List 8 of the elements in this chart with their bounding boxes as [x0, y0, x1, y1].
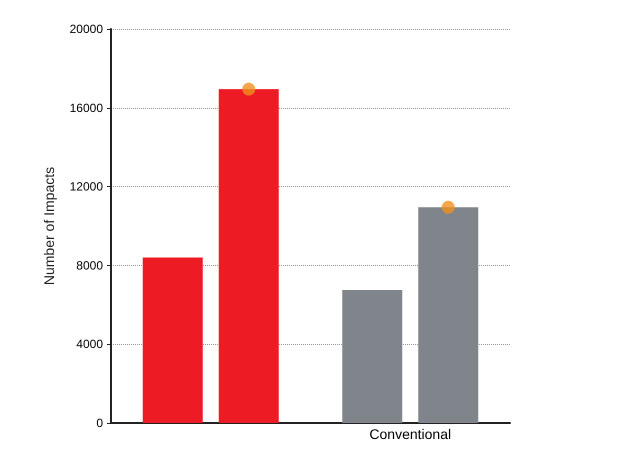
y-tick-label: 12000 — [70, 180, 104, 194]
y-tick-label: 20000 — [70, 22, 104, 36]
y-tick-label: 8000 — [76, 258, 104, 272]
x-tick-label: Conventional — [369, 426, 452, 442]
y-tick-label: 4000 — [76, 337, 104, 352]
y-axis-title: Number of Impacts — [41, 166, 57, 286]
y-tick-label: 16000 — [70, 100, 104, 115]
y-tick-label: 0 — [96, 416, 104, 430]
